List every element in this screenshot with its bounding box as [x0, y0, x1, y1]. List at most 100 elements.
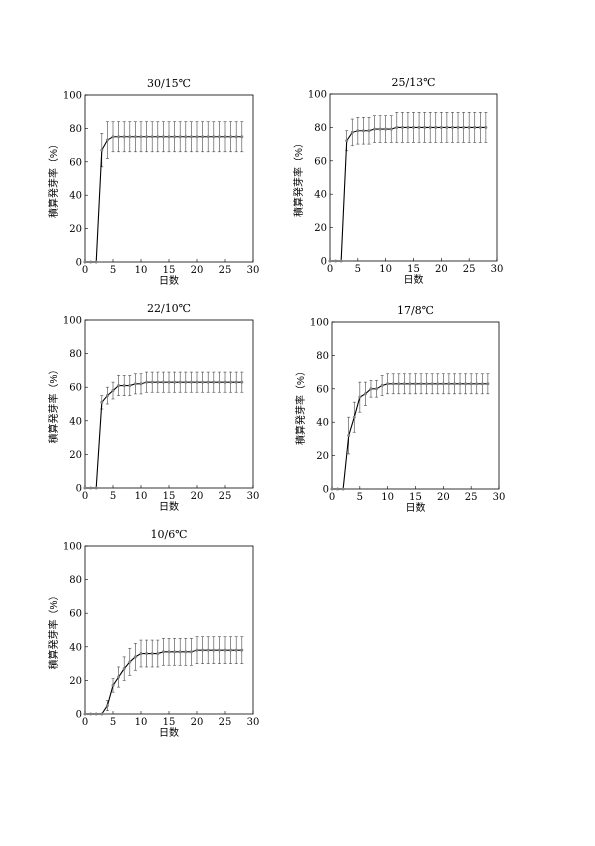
- series-line: [332, 383, 488, 490]
- point: [462, 125, 466, 129]
- point: [133, 382, 137, 386]
- chart-title: 25/13℃: [391, 76, 435, 89]
- point: [94, 712, 98, 716]
- x-tick-label: 20: [437, 492, 450, 503]
- y-tick-label: 60: [316, 384, 329, 395]
- point: [105, 394, 109, 398]
- point: [336, 487, 340, 491]
- point: [475, 382, 479, 386]
- x-tick-label: 30: [247, 491, 260, 502]
- point: [189, 650, 193, 654]
- chart: 17/8℃ 0 20 40 60 80 100 0 5 10 15 20 25 30 日数 積算発芽率（%）: [294, 304, 505, 514]
- series-line: [330, 126, 486, 262]
- point: [89, 712, 93, 716]
- point: [419, 382, 423, 386]
- point: [378, 127, 382, 131]
- point: [234, 648, 238, 652]
- x-tick-label: 15: [163, 265, 176, 276]
- point: [452, 382, 456, 386]
- point: [100, 712, 104, 716]
- point: [206, 648, 210, 652]
- chart: 30/15℃ 0 20 40 60 80 100 0 5 10 15 20 25 30 日数 積算発芽率（%）: [47, 77, 259, 287]
- x-tick-label: 5: [357, 492, 363, 503]
- point: [330, 487, 334, 491]
- point: [206, 380, 210, 384]
- y-tick-label: 60: [69, 609, 82, 620]
- point: [408, 382, 412, 386]
- point: [111, 135, 115, 139]
- plot-frame: [84, 319, 254, 489]
- x-tick-label: 0: [82, 265, 88, 276]
- point: [195, 648, 199, 652]
- x-tick-label: 30: [247, 265, 260, 276]
- y-tick-label: 20: [69, 224, 82, 235]
- y-tick-label: 40: [69, 642, 82, 653]
- point: [341, 487, 345, 491]
- y-tick-label: 80: [69, 575, 82, 586]
- point: [328, 259, 332, 263]
- y-tick-label: 0: [321, 257, 327, 268]
- point: [391, 382, 395, 386]
- point: [234, 135, 238, 139]
- point: [467, 125, 471, 129]
- x-tick-label: 0: [329, 492, 335, 503]
- point: [117, 135, 121, 139]
- x-tick-label: 10: [135, 491, 148, 502]
- point: [161, 650, 165, 654]
- x-tick-label: 25: [463, 264, 476, 275]
- point: [436, 382, 440, 386]
- point: [133, 135, 137, 139]
- point: [217, 648, 221, 652]
- point: [128, 135, 132, 139]
- point: [406, 125, 410, 129]
- point: [350, 130, 354, 134]
- point: [83, 260, 87, 264]
- point: [356, 129, 360, 133]
- y-tick-label: 100: [63, 91, 82, 102]
- x-axis-label: 日数: [159, 726, 179, 739]
- point: [417, 125, 421, 129]
- x-tick-label: 15: [163, 491, 176, 502]
- x-axis-label: 日数: [159, 500, 179, 513]
- point: [229, 380, 233, 384]
- point: [150, 652, 154, 656]
- x-tick-label: 25: [219, 491, 232, 502]
- point: [167, 380, 171, 384]
- point: [373, 127, 377, 131]
- point: [94, 260, 98, 264]
- point: [161, 135, 165, 139]
- y-tick-label: 100: [310, 318, 329, 329]
- x-tick-label: 5: [110, 265, 116, 276]
- point: [380, 383, 384, 387]
- chart-title: 30/15℃: [147, 77, 191, 90]
- point: [458, 382, 462, 386]
- y-tick-label: 40: [316, 418, 329, 429]
- x-tick-label: 25: [465, 492, 478, 503]
- y-axis-label: 積算発芽率（%）: [47, 365, 60, 444]
- chart: 25/13℃ 0 20 40 60 80 100 0 5 10 15 20 25 30 日数 積算発芽率（%）: [292, 76, 503, 286]
- series-line: [85, 381, 242, 489]
- y-tick-label: 0: [76, 484, 82, 495]
- point: [195, 380, 199, 384]
- x-tick-label: 25: [219, 717, 232, 728]
- point: [150, 380, 154, 384]
- point: [240, 135, 244, 139]
- point: [212, 380, 216, 384]
- point: [223, 135, 227, 139]
- point: [201, 135, 205, 139]
- point: [167, 650, 171, 654]
- chart-title: 10/6℃: [150, 528, 187, 541]
- x-tick-label: 20: [191, 491, 204, 502]
- y-tick-label: 0: [323, 485, 329, 496]
- point: [469, 382, 473, 386]
- point: [367, 129, 371, 133]
- point: [347, 434, 351, 438]
- point: [189, 135, 193, 139]
- x-tick-label: 30: [491, 264, 504, 275]
- point: [139, 135, 143, 139]
- chart: 10/6℃ 0 20 40 60 80 100 0 5 10 15 20 25 30 日数 積算発芽率（%）: [47, 528, 259, 739]
- point: [430, 382, 434, 386]
- point: [486, 382, 490, 386]
- y-tick-label: 80: [69, 124, 82, 135]
